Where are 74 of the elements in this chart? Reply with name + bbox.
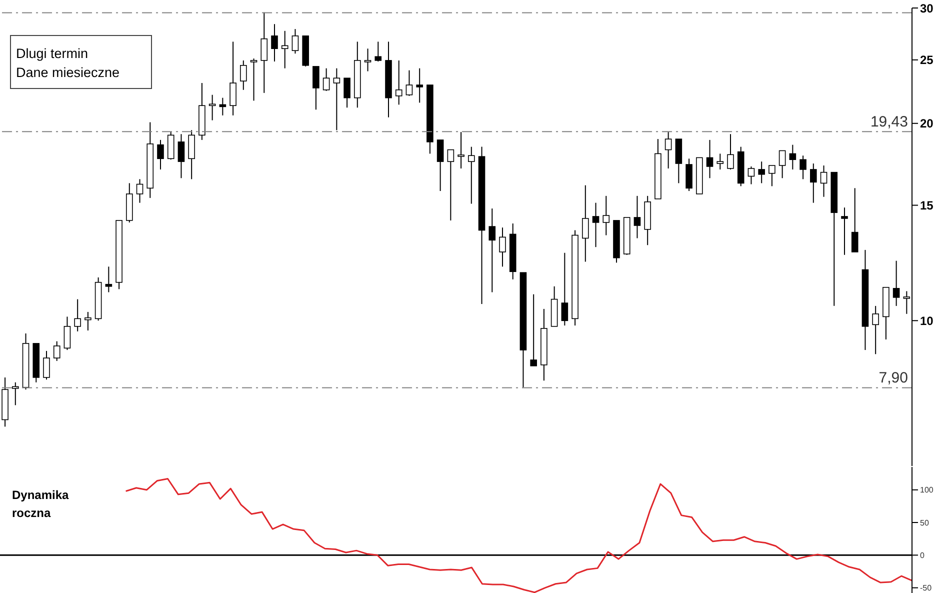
candlestick: [64, 316, 71, 350]
candlestick: [468, 146, 475, 204]
candlestick: [841, 207, 848, 256]
y-tick-label: 15: [920, 198, 934, 213]
candlestick: [416, 68, 423, 104]
y-tick-label: 25: [920, 53, 934, 68]
candlestick: [344, 78, 350, 108]
candlestick: [105, 266, 112, 293]
candlestick: [240, 60, 247, 90]
candlestick: [488, 208, 496, 293]
candlestick: [364, 48, 372, 72]
candlestick: [12, 382, 19, 406]
y-tick-label: 100: [920, 486, 934, 495]
candlestick: [778, 150, 786, 179]
candlestick: [851, 188, 858, 252]
candlestick: [892, 260, 900, 306]
y-tick-label: 30: [920, 1, 934, 16]
candlestick: [292, 28, 299, 54]
candlestick: [789, 144, 796, 170]
text: Dynamika roczna: [12, 487, 70, 522]
candlestick: [157, 139, 164, 170]
candlestick: [727, 134, 734, 170]
candlestick: [333, 68, 340, 131]
candlestick: [230, 41, 236, 116]
candlestick: [768, 164, 776, 187]
candlestick: [447, 149, 454, 221]
candlestick: [561, 252, 568, 326]
candlestick: [312, 66, 320, 110]
candlestick: [395, 60, 402, 106]
y-tick-label: -50: [920, 584, 932, 593]
candlestick: [374, 41, 382, 62]
candlestick: [458, 132, 464, 169]
line-series: [125, 478, 913, 593]
candlestick: [43, 350, 50, 380]
y-tick-label: 20: [920, 116, 934, 131]
candlestick: [810, 163, 817, 204]
ref-line-label: 7,90: [878, 370, 908, 387]
candlestick: [436, 139, 444, 192]
text-box: Dlugi termin Dane miesieczne: [10, 35, 152, 89]
candlestick: [271, 24, 278, 62]
candlestick: [602, 195, 610, 236]
candlestick: [406, 70, 413, 96]
candlestick: [178, 134, 185, 179]
candlestick: [820, 164, 828, 198]
candlestick: [188, 130, 195, 180]
candlestick: [592, 202, 600, 248]
candlestick: [167, 132, 174, 160]
y-tick-label: 0: [920, 550, 925, 560]
candlestick: [84, 311, 92, 331]
candlestick: [582, 184, 589, 262]
annotation: Dlugi termin: [16, 45, 90, 63]
ref-line-label: 19,43: [870, 114, 908, 131]
candlestick: [74, 298, 81, 332]
candlestick: [260, 12, 268, 94]
annotation: Dane miesieczne: [16, 64, 121, 82]
candlestick: [322, 68, 330, 92]
candlestick: [281, 30, 288, 69]
candlestick: [686, 158, 692, 192]
y-tick-label: 50: [920, 518, 930, 528]
candlestick: [499, 227, 506, 268]
candlestick: [208, 94, 216, 121]
candlestick: [706, 139, 714, 179]
candlestick: [716, 153, 724, 170]
candlestick: [53, 340, 60, 362]
candlestick: [634, 195, 641, 239]
candlestick: [250, 58, 258, 102]
candlestick: [136, 178, 144, 204]
candlestick: [530, 294, 537, 366]
y-tick-label: 10: [920, 314, 934, 328]
candlestick: [800, 155, 806, 180]
candlestick: [748, 166, 755, 185]
candlestick: [664, 132, 672, 169]
candlestick: [872, 305, 879, 355]
candlestick: [758, 161, 765, 184]
